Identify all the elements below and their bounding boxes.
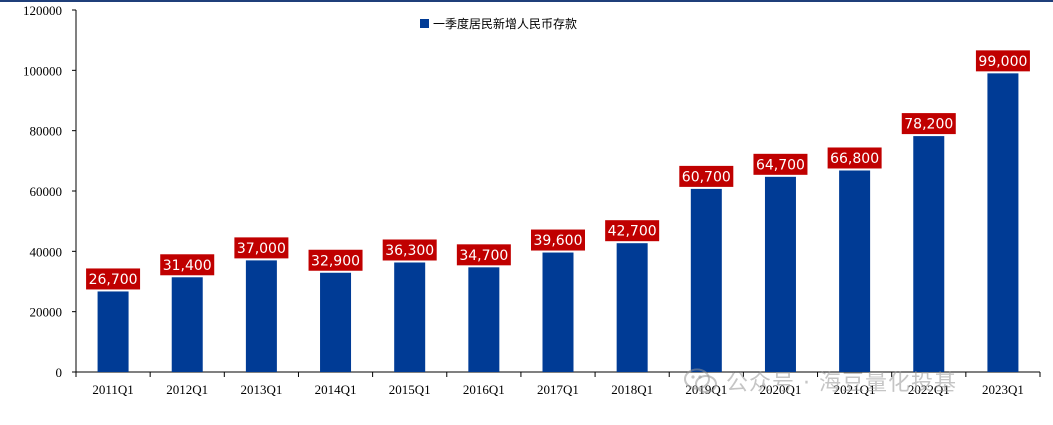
top-rule [0,0,1053,2]
bar [320,272,352,372]
x-tick-label: 2013Q1 [240,382,282,397]
x-tick-label: 2019Q1 [685,382,727,397]
x-tick-label: 2016Q1 [463,382,505,397]
data-label-text: 37,000 [237,241,286,257]
bar [171,277,203,372]
bar [616,243,648,372]
data-label-box [86,268,141,290]
x-tick-label: 2017Q1 [537,382,579,397]
y-tick-label: 0 [56,365,63,380]
data-label-text: 31,400 [163,258,212,274]
data-label: 64,700 [753,153,808,175]
data-label-text: 32,900 [311,253,360,269]
data-label: 60,700 [679,165,734,187]
data-label: 78,200 [901,113,956,135]
data-label-box [382,239,437,261]
bar [394,262,426,372]
y-tick-label: 60000 [30,184,63,199]
data-label-text: 42,700 [608,224,657,240]
y-tick-label: 20000 [30,305,63,320]
data-label: 39,600 [531,229,585,251]
x-tick-label: 2018Q1 [611,382,653,397]
data-label-text: 26,700 [89,272,138,288]
axes: 0 20000 40000 60000 80000 100000 120000 2011Q1 2… [23,3,1041,397]
data-label-text: 66,800 [830,151,879,167]
data-label-box [531,229,585,251]
data-label: 37,000 [234,237,289,259]
legend-swatch [420,19,429,28]
x-tick-label: 2011Q1 [92,382,133,397]
y-tick-label: 80000 [30,124,63,139]
legend-label: 一季度居民新增人民币存款 [433,16,577,31]
bar [97,291,129,372]
x-tick-label: 2021Q1 [834,382,876,397]
legend: 一季度居民新增人民币存款 [420,16,577,31]
x-tick-label: 2015Q1 [389,382,431,397]
bar [764,176,796,372]
data-label-box [901,113,956,135]
y-tick-label: 100000 [23,63,62,78]
data-label: 36,300 [382,239,437,261]
y-tick-label: 40000 [30,244,63,259]
bars [97,73,1019,372]
data-label-text: 64,700 [756,157,805,173]
data-label: 32,900 [308,249,363,271]
data-label-text: 60,700 [682,169,731,185]
data-label: 31,400 [160,254,215,276]
data-label-text: 34,700 [459,248,508,264]
x-tick-label: 2023Q1 [982,382,1024,397]
data-label-box [234,237,289,259]
data-label-box [456,244,511,266]
data-label: 34,700 [456,244,511,266]
bar [690,188,722,372]
data-label: 99,000 [975,50,1030,72]
x-tick-label: 2012Q1 [166,382,208,397]
data-label-text: 78,200 [904,117,953,133]
y-tick-label: 120000 [23,3,62,18]
data-labels: 26,700 31,400 37,000 32,900 36,300 34,700 39,6… [86,50,1030,290]
bar [468,267,500,372]
data-label-box [160,254,215,276]
data-label-text: 99,000 [978,54,1027,70]
data-label-text: 39,600 [534,233,583,249]
bar [542,252,574,372]
bar [913,136,945,372]
data-label-box [308,249,363,271]
data-label-box [827,147,882,169]
data-label-box [679,165,734,187]
x-tick-label: 2020Q1 [760,382,802,397]
data-label-text: 36,300 [385,243,434,259]
data-label: 26,700 [86,268,141,290]
data-label: 42,700 [605,220,660,242]
data-label-box [753,153,808,175]
x-tick-label: 2022Q1 [908,382,950,397]
data-label: 66,800 [827,147,882,169]
bar [839,170,871,372]
x-tick-label: 2014Q1 [315,382,357,397]
data-label-box [975,50,1030,72]
bar [245,260,277,372]
data-label-box [605,220,660,242]
bar [987,73,1019,372]
